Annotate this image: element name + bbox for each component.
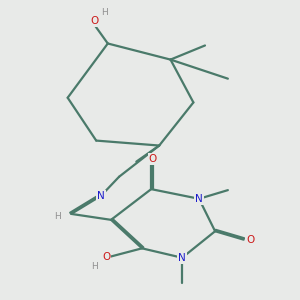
Text: N: N: [195, 194, 203, 204]
Text: O: O: [102, 252, 110, 262]
Text: O: O: [148, 154, 157, 164]
Text: O: O: [90, 16, 98, 26]
Text: N: N: [178, 253, 186, 263]
Text: H: H: [91, 262, 98, 271]
Text: H: H: [55, 212, 61, 221]
Text: O: O: [246, 235, 254, 245]
Text: H: H: [101, 8, 108, 16]
Text: N: N: [97, 191, 105, 201]
